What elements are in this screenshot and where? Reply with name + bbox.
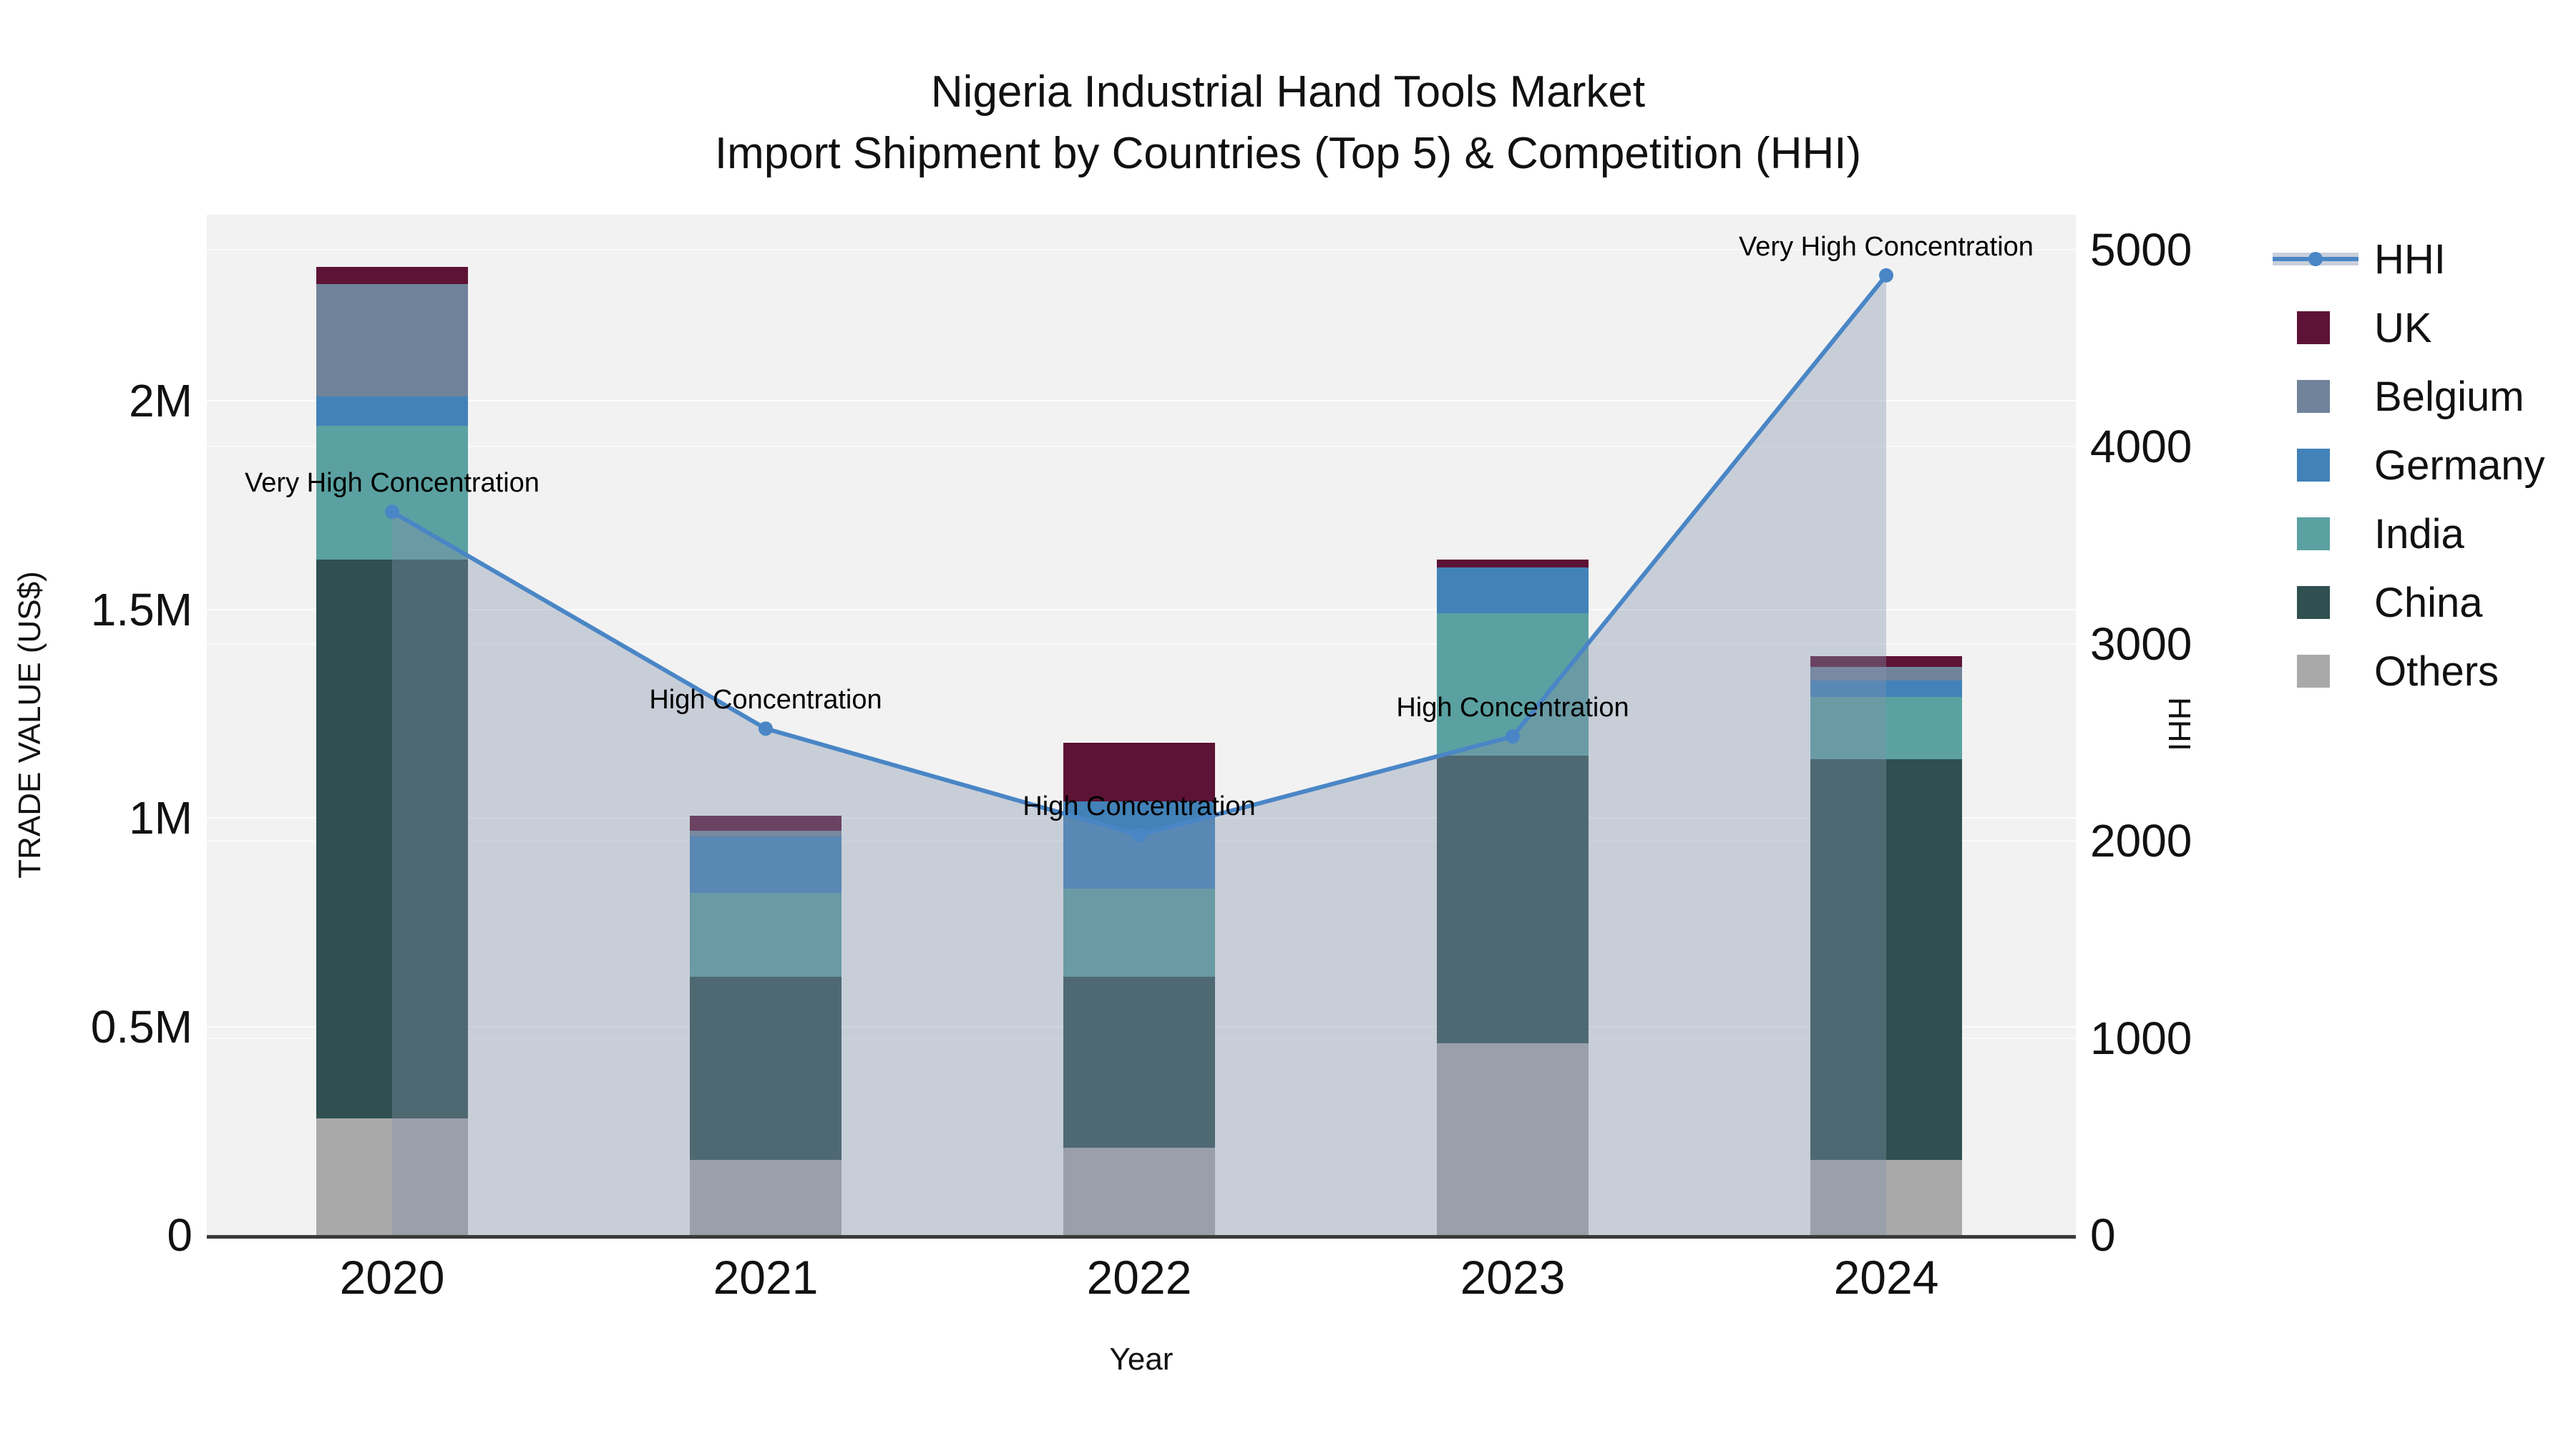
bar-segment-belgium-2020[interactable] xyxy=(316,283,468,397)
legend-color-swatch xyxy=(2297,655,2330,688)
x-tick-2022: 2022 xyxy=(1086,1251,1192,1304)
germany-swatch-icon xyxy=(2273,449,2358,482)
legend-item-uk[interactable]: UK xyxy=(2273,293,2545,362)
legend-color-swatch xyxy=(2297,449,2330,482)
y-right-tick-5000: 5000 xyxy=(2090,224,2192,275)
annotation-2024: Very High Concentration xyxy=(1739,231,2034,262)
y-axis-label-right: HHI xyxy=(2162,697,2197,751)
hhi-line-icon xyxy=(2273,243,2358,275)
bar-segment-germany-2021[interactable] xyxy=(690,836,841,893)
legend-item-india[interactable]: India xyxy=(2273,499,2545,568)
chart-title-line1: Nigeria Industrial Hand Tools Market xyxy=(930,67,1646,117)
legend-item-belgium[interactable]: Belgium xyxy=(2273,362,2545,431)
bar-segment-uk-2023[interactable] xyxy=(1437,559,1589,568)
bar-segment-china-2023[interactable] xyxy=(1437,755,1589,1043)
legend-label: Others xyxy=(2374,648,2499,695)
legend-label: Belgium xyxy=(2374,373,2524,420)
hhi-point-2023[interactable] xyxy=(1506,729,1520,744)
bar-segment-others-2020[interactable] xyxy=(316,1118,468,1235)
legend-label: India xyxy=(2374,510,2464,557)
bar-segment-germany-2022[interactable] xyxy=(1063,801,1215,889)
legend-item-germany[interactable]: Germany xyxy=(2273,431,2545,499)
bar-segment-belgium-2021[interactable] xyxy=(690,830,841,837)
hhi-marker-dot-icon xyxy=(2308,252,2323,266)
y-left-tick-0.5M: 0.5M xyxy=(90,1000,192,1053)
bar-segment-china-2024[interactable] xyxy=(1810,759,1962,1161)
x-axis-label: Year xyxy=(1109,1342,1174,1377)
y-left-tick-2M: 2M xyxy=(129,375,192,426)
bar-segment-germany-2024[interactable] xyxy=(1810,680,1962,697)
bar-segment-others-2023[interactable] xyxy=(1437,1043,1589,1235)
chart-title: Nigeria Industrial Hand Tools Market Imp… xyxy=(0,62,2576,185)
bar-segment-germany-2020[interactable] xyxy=(316,396,468,426)
china-swatch-icon xyxy=(2273,586,2358,619)
legend-color-swatch xyxy=(2297,311,2330,344)
bar-segment-india-2022[interactable] xyxy=(1063,889,1215,977)
x-tick-2024: 2024 xyxy=(1833,1251,1939,1304)
bar-segment-germany-2023[interactable] xyxy=(1437,567,1589,614)
hhi-point-2022[interactable] xyxy=(1132,827,1146,842)
plot-area: Very High Concentration High Concentratio… xyxy=(207,215,2076,1239)
x-tick-2021: 2021 xyxy=(713,1251,819,1304)
y-left-tick-0: 0 xyxy=(167,1209,192,1261)
gridline-right-5000 xyxy=(207,249,2076,250)
legend: HHI UK Belgium Germany India China Others xyxy=(2273,225,2545,706)
gridline-right-4000 xyxy=(207,446,2076,448)
y-left-tick-1.5M: 1.5M xyxy=(90,583,192,635)
x-tick-2020: 2020 xyxy=(339,1251,445,1304)
others-swatch-icon xyxy=(2273,655,2358,688)
india-swatch-icon xyxy=(2273,517,2358,550)
hhi-area-fill xyxy=(392,275,1886,1235)
x-tick-2023: 2023 xyxy=(1460,1251,1566,1304)
bar-segment-uk-2020[interactable] xyxy=(316,267,468,284)
bar-segment-uk-2022[interactable] xyxy=(1063,743,1215,801)
legend-color-swatch xyxy=(2297,517,2330,550)
legend-item-others[interactable]: Others xyxy=(2273,637,2545,706)
hhi-point-2021[interactable] xyxy=(758,721,773,736)
bar-segment-uk-2021[interactable] xyxy=(690,816,841,831)
y-right-tick-2000: 2000 xyxy=(2090,815,2192,867)
bar-segment-india-2020[interactable] xyxy=(316,426,468,560)
legend-label: UK xyxy=(2374,304,2432,351)
y-right-tick-0: 0 xyxy=(2090,1209,2116,1261)
legend-label: Germany xyxy=(2374,441,2545,489)
y-right-tick-1000: 1000 xyxy=(2090,1012,2192,1064)
legend-item-hhi[interactable]: HHI xyxy=(2273,225,2545,293)
legend-label: China xyxy=(2374,579,2483,626)
bar-segment-others-2021[interactable] xyxy=(690,1160,841,1235)
legend-label: HHI xyxy=(2374,235,2446,283)
uk-swatch-icon xyxy=(2273,311,2358,344)
gridline-left-2M xyxy=(207,400,2076,401)
bar-segment-uk-2024[interactable] xyxy=(1810,656,1962,667)
hhi-point-2024[interactable] xyxy=(1879,268,1893,283)
y-right-tick-4000: 4000 xyxy=(2090,421,2192,473)
bar-segment-belgium-2024[interactable] xyxy=(1810,666,1962,680)
gridline-left-1.5M xyxy=(207,608,2076,610)
y-left-tick-1M: 1M xyxy=(129,792,192,844)
belgium-swatch-icon xyxy=(2273,380,2358,413)
bar-segment-india-2021[interactable] xyxy=(690,892,841,977)
chart-title-line2: Import Shipment by Countries (Top 5) & C… xyxy=(714,129,1862,178)
bar-segment-others-2024[interactable] xyxy=(1810,1160,1962,1235)
annotation-2022: High Concentration xyxy=(1023,791,1256,821)
y-right-tick-3000: 3000 xyxy=(2090,618,2192,670)
bar-segment-china-2020[interactable] xyxy=(316,559,468,1118)
bar-segment-india-2024[interactable] xyxy=(1810,696,1962,760)
gridline-right-3000 xyxy=(207,643,2076,645)
annotation-2023: High Concentration xyxy=(1396,693,1629,723)
bar-segment-others-2022[interactable] xyxy=(1063,1147,1215,1235)
legend-color-swatch xyxy=(2297,586,2330,619)
y-axis-label-left: TRADE VALUE (US$) xyxy=(12,571,47,879)
bar-segment-china-2021[interactable] xyxy=(690,976,841,1161)
annotation-2020: Very High Concentration xyxy=(245,468,540,499)
hhi-overlay xyxy=(385,268,1893,1235)
bar-segment-china-2022[interactable] xyxy=(1063,976,1215,1148)
legend-item-china[interactable]: China xyxy=(2273,568,2545,637)
hhi-point-2020[interactable] xyxy=(385,504,399,519)
legend-color-swatch xyxy=(2297,380,2330,413)
annotation-2021: High Concentration xyxy=(649,685,882,716)
